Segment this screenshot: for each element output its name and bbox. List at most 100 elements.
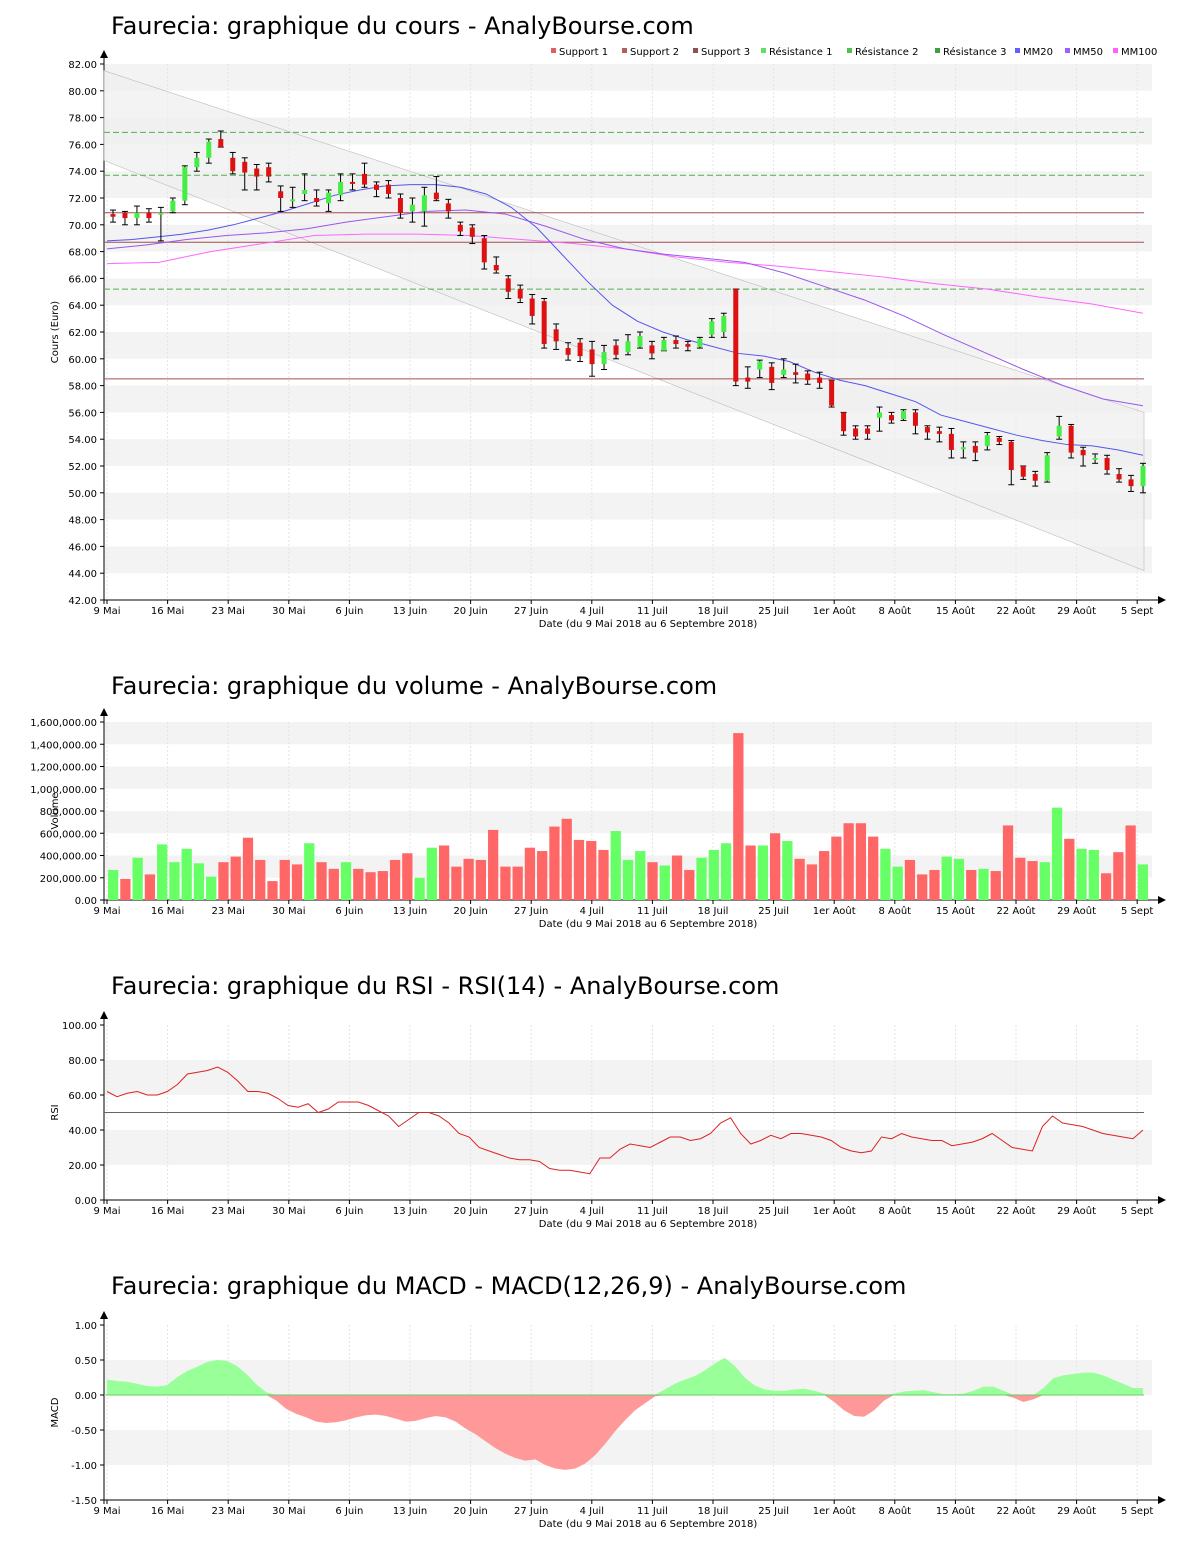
- candle-up: [326, 192, 332, 204]
- candle-down: [493, 265, 499, 271]
- candle-up: [601, 352, 607, 365]
- volume-chart: 0.00 200,000.00 400,000.00 600,000.00 800,00…: [30, 708, 1166, 930]
- y-tick-label: 0.00: [75, 1196, 97, 1207]
- volume-bar-down: [990, 871, 1001, 900]
- x-tick-label: 27 Juin: [514, 906, 548, 917]
- x-tick-label: 13 Juin: [393, 1206, 427, 1217]
- x-tick-label: 1er Août: [813, 1505, 856, 1517]
- y-tick-label: 64.00: [68, 301, 97, 312]
- mm20-line: [106, 184, 1144, 456]
- candle-down: [457, 224, 463, 232]
- x-tick-label: 13 Juin: [393, 906, 427, 917]
- x-tick-label: 25 Juil: [758, 1206, 789, 1217]
- price-legend: Support 1 Support 2 Support 3 Résistance 1 R…: [551, 46, 1157, 58]
- volume-bar-down: [561, 818, 572, 900]
- volume-bar-down: [549, 826, 560, 900]
- candle-up: [960, 447, 966, 450]
- volume-bar-up: [892, 866, 903, 900]
- volume-bar-down: [831, 836, 842, 900]
- x-tick-label: 8 Août: [879, 1205, 912, 1217]
- y-axis-arrow: [100, 50, 108, 58]
- x-tick-label: 6 Juin: [335, 1506, 363, 1517]
- x-tick-label: 30 Mai: [272, 606, 305, 617]
- volume-bar-down: [745, 845, 756, 900]
- x-tick-label: 6 Juin: [335, 906, 363, 917]
- x-tick-label: 23 Mai: [211, 906, 244, 917]
- x-tick-label: 9 Mai: [93, 1506, 120, 1517]
- volume-bar-up: [169, 862, 180, 900]
- x-tick-label: 25 Juil: [758, 1506, 789, 1517]
- volume-bar-down: [1100, 873, 1112, 900]
- x-tick-label: 1er Août: [813, 1205, 856, 1217]
- candle-down: [517, 289, 523, 299]
- grid-band: [104, 546, 1152, 574]
- volume-bar-down: [1027, 861, 1038, 900]
- y-tick-label: 400,000.00: [40, 852, 97, 863]
- candle-down: [254, 168, 260, 177]
- x-tick-label: 30 Mai: [272, 906, 305, 917]
- candle-down: [553, 329, 559, 342]
- y-tick-label: 60.00: [68, 1091, 97, 1102]
- x-tick-label: 4 Juil: [580, 1506, 604, 1517]
- volume-bar-down: [218, 862, 229, 900]
- y-tick-label: 1,200,000.00: [30, 763, 97, 774]
- x-tick-label: 9 Mai: [93, 1206, 120, 1217]
- volume-bar-down: [512, 866, 523, 900]
- x-tick-label: 30 Mai: [272, 1206, 305, 1217]
- x-tick-label: 1er Août: [813, 605, 856, 617]
- candle-down: [577, 342, 583, 357]
- x-axis-arrow: [1158, 596, 1166, 604]
- candle-down: [1128, 479, 1134, 487]
- volume-bar-down: [1015, 857, 1026, 900]
- volume-bar-down: [769, 833, 781, 900]
- volume-bar-down: [855, 823, 867, 900]
- legend-swatch: [847, 48, 852, 53]
- candle-down: [230, 157, 236, 172]
- x-tick-label: 11 Juil: [637, 1506, 668, 1517]
- x-tick-label: 4 Juil: [580, 1206, 604, 1217]
- candle-up: [757, 361, 763, 370]
- grid-band: [104, 64, 1152, 91]
- x-tick-label: 15 Août: [936, 905, 975, 917]
- volume-bar-down: [586, 841, 597, 900]
- volume-bar-down: [524, 847, 536, 900]
- candle-down: [385, 184, 391, 194]
- volume-bar-down: [1064, 838, 1075, 900]
- candle-down: [912, 412, 918, 426]
- volume-bar-up: [414, 877, 425, 900]
- y-tick-label: 50.00: [68, 489, 97, 500]
- volume-bar-up: [622, 859, 634, 900]
- y-tick-label: 44.00: [68, 569, 97, 580]
- volume-bar-up: [426, 847, 437, 900]
- candle-down: [350, 181, 356, 184]
- candle-up: [194, 157, 200, 168]
- volume-bar-down: [537, 851, 548, 900]
- candle-down: [685, 344, 691, 347]
- x-tick-label: 16 Mai: [151, 606, 184, 617]
- volume-bar-up: [941, 856, 952, 900]
- candle-up: [709, 321, 715, 335]
- candle-up: [1140, 466, 1146, 487]
- x-tick-label: 29 Août: [1057, 1505, 1096, 1517]
- candle-down: [122, 212, 128, 219]
- x-tick-label: 23 Mai: [211, 1506, 244, 1517]
- candle-up: [1044, 455, 1050, 481]
- candle-down: [733, 289, 739, 382]
- volume-bar-down: [598, 849, 609, 900]
- candle-up: [637, 336, 643, 347]
- macd-chart: -1.50 -1.00 -0.50 0.00 0.50 1.00 9 Mai 16 Mai 23…: [50, 1311, 1166, 1530]
- legend-label: Résistance 2: [855, 46, 918, 58]
- y-tick-label: 0.50: [75, 1356, 97, 1367]
- y-tick-label: 46.00: [68, 542, 97, 553]
- volume-bar-down: [794, 858, 805, 900]
- x-axis-label: Date (du 9 Mai 2018 au 6 Septembre 2018): [539, 1519, 758, 1530]
- volume-bar-up: [181, 848, 192, 900]
- volume-bar-up: [953, 858, 965, 900]
- price-chart: 42.00 44.00 46.00 48.00 50.00 52.00 54.00 56.00…: [50, 50, 1166, 630]
- legend-label: Résistance 3: [943, 46, 1006, 58]
- x-axis-label: Date (du 9 Mai 2018 au 6 Septembre 2018): [539, 619, 758, 630]
- candle-down: [972, 445, 978, 453]
- y-tick-label: -0.50: [71, 1426, 97, 1437]
- volume-bar-down: [684, 869, 695, 900]
- x-tick-label: 27 Juin: [514, 606, 548, 617]
